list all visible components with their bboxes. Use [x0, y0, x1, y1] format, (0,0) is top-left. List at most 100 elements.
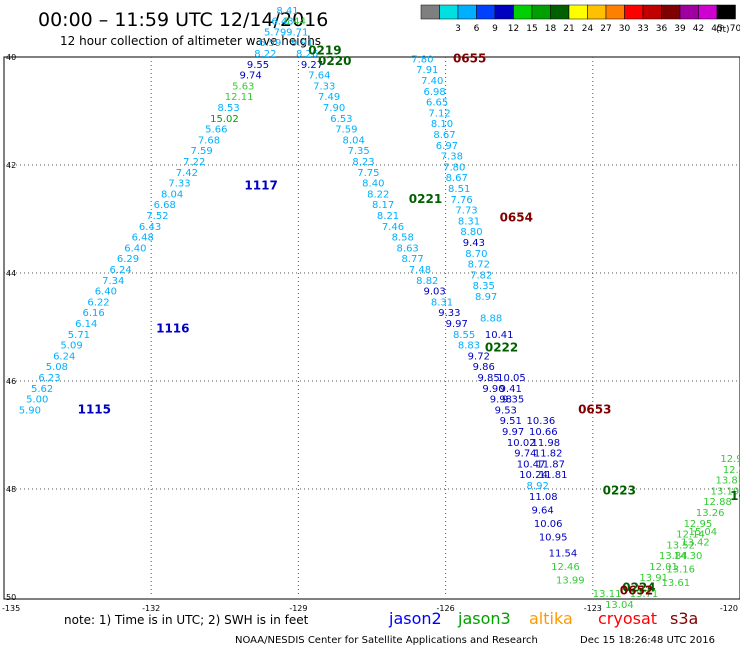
- swh-value: 9.74: [240, 71, 262, 82]
- swh-value: 13.87: [715, 476, 740, 487]
- swh-value: 6.65: [426, 98, 448, 109]
- swh-value: 11.08: [529, 492, 558, 503]
- pass-time-label: 0653: [578, 402, 611, 416]
- swh-value: 5.44: [284, 17, 306, 28]
- colorbar-swatch: [698, 4, 718, 20]
- swh-value: 10.41: [485, 330, 514, 341]
- swh-value: 8.55: [453, 330, 475, 341]
- legend-jason2: jason2: [388, 609, 442, 628]
- pass-time-label: 0652: [620, 583, 653, 597]
- colorbar-label: 6: [474, 24, 480, 34]
- swh-value: 8.58: [392, 233, 414, 244]
- swh-value: 13.84: [659, 551, 688, 562]
- colorbar-swatch: [494, 4, 514, 20]
- colorbar-swatch: [642, 4, 662, 20]
- swh-value: 9.03: [424, 287, 446, 298]
- swh-value: 6.97: [436, 141, 458, 152]
- swh-value: 12.01: [649, 562, 678, 573]
- swh-value: 6.24: [53, 351, 75, 362]
- pass-time-label: 0223: [603, 483, 636, 497]
- swh-value: 14.30: [674, 551, 703, 562]
- swh-value: 7.33: [313, 81, 335, 92]
- swh-value: 8.04: [161, 189, 183, 200]
- swh-value: 5.63: [232, 81, 254, 92]
- colorbar-swatch: [457, 4, 477, 20]
- swh-value: 8.23: [352, 157, 374, 168]
- colorbar-swatch: [568, 4, 588, 20]
- swh-value: 9.85: [477, 373, 499, 384]
- legend-cryosat: cryosat: [598, 609, 657, 628]
- colorbar-label: 24: [582, 24, 594, 34]
- swh-value: 12.11: [225, 92, 254, 103]
- swh-value: 7.22: [183, 157, 205, 168]
- swh-value: 9.98: [490, 395, 512, 406]
- swh-value: 6.43: [271, 17, 293, 28]
- swh-value: 10.36: [527, 416, 556, 427]
- swh-value: 12.9: [720, 454, 740, 465]
- lat-label: 44: [6, 269, 16, 278]
- swh-value: 8.17: [372, 200, 394, 211]
- swh-value: 12.14: [676, 530, 705, 541]
- swh-value: 9.97: [446, 319, 468, 330]
- swh-value: 9.33: [438, 308, 460, 319]
- swh-value: 7.64: [308, 71, 330, 82]
- swh-value: 10.66: [529, 427, 558, 438]
- swh-value: 7.48: [409, 265, 431, 276]
- swh-value: 7.68: [198, 135, 220, 146]
- swh-value: 13.04: [605, 600, 634, 611]
- swh-value: 7.80: [443, 162, 465, 173]
- swh-value: 7.38: [441, 152, 463, 163]
- swh-value: 6.68: [154, 200, 176, 211]
- swh-value: 9.86: [473, 362, 495, 373]
- swh-value: 13.99: [556, 576, 585, 587]
- pass-time-label: 0654: [500, 211, 533, 225]
- swh-value: 6.53: [330, 114, 352, 125]
- lon-label: -135: [2, 604, 20, 613]
- legend-altika: altika: [529, 609, 573, 628]
- pass-time-label: 0655: [453, 51, 486, 65]
- swh-value: 7.42: [176, 168, 198, 179]
- swh-value: 8.63: [397, 243, 419, 254]
- swh-value: 13.11: [593, 589, 622, 600]
- axis-labels: 40 42 44 46 48 50 -135 -132 -129 -126 -123 -120: [2, 53, 738, 613]
- swh-value: 7.59: [190, 146, 212, 157]
- lat-lon-grid: [4, 57, 740, 597]
- swh-value: 8.67: [446, 173, 468, 184]
- colorbar-swatch: [624, 4, 644, 20]
- track-jason2-descending: 5.905.005.626.235.086.245.095.716.146.16…: [19, 6, 299, 417]
- swh-value: 10.06: [534, 519, 563, 530]
- swh-value: 8.80: [460, 227, 482, 238]
- swh-value: 9.97: [502, 427, 524, 438]
- pass-time-label: 0224: [622, 581, 655, 595]
- swh-value: 11.98: [531, 438, 560, 449]
- swh-value: 7.90: [323, 103, 345, 114]
- swh-value: 7.91: [416, 65, 438, 76]
- legend-jason3: jason3: [457, 609, 511, 628]
- swh-value: 8.40: [362, 179, 384, 190]
- swh-value: 13.91: [639, 573, 668, 584]
- swh-value: 8.92: [527, 481, 549, 492]
- colorbar-swatch: [716, 4, 736, 20]
- swh-value: 8.67: [433, 130, 455, 141]
- swh-value: 7.49: [318, 92, 340, 103]
- swh-value: 8.04: [343, 135, 365, 146]
- colorbar-swatch: [550, 4, 570, 20]
- colorbar-label: 21: [563, 24, 574, 34]
- pass-time-label: 0219: [308, 43, 341, 57]
- colorbar-label: 3: [455, 24, 461, 34]
- swh-value: 11.87: [536, 459, 565, 470]
- swh-value: 8.72: [468, 260, 490, 271]
- colorbar-label: 12: [508, 24, 519, 34]
- credit-text: NOAA/NESDIS Center for Satellite Applica…: [235, 635, 538, 646]
- timestamp-text: Dec 15 18:26:48 UTC 2016: [580, 635, 715, 646]
- swh-value: 12.46: [551, 562, 580, 573]
- swh-value: 8.26: [296, 49, 318, 60]
- swh-value: 8.53: [217, 103, 239, 114]
- swh-value: 6.59: [259, 38, 281, 49]
- colorbar-swatch: [420, 4, 440, 20]
- swh-value: 15.04: [688, 527, 717, 538]
- swh-value: 12.9: [723, 465, 740, 476]
- swh-value: 7.80: [411, 54, 433, 65]
- colorbar-unit: (ft): [716, 25, 730, 35]
